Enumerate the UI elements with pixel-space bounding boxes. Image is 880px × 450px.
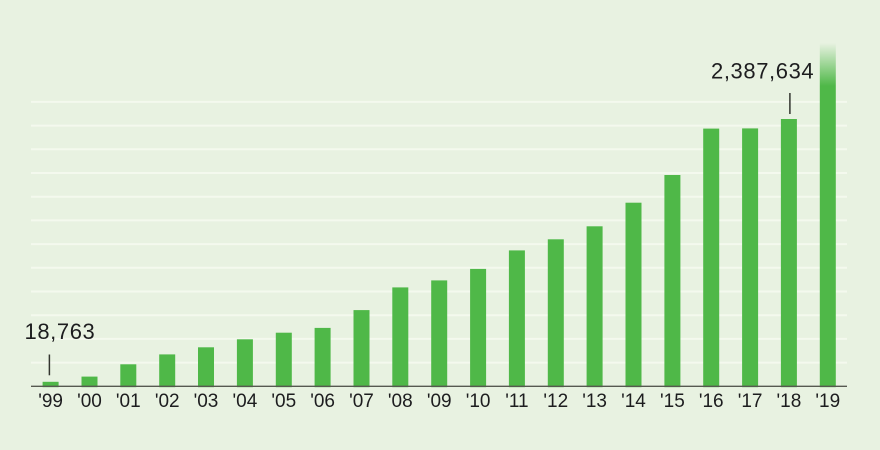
svg-text:'07: '07 <box>349 391 374 412</box>
svg-text:'05: '05 <box>271 391 296 412</box>
svg-text:'10: '10 <box>466 391 491 412</box>
svg-text:'02: '02 <box>155 391 180 412</box>
svg-text:'17: '17 <box>738 391 763 412</box>
svg-text:'12: '12 <box>543 391 568 412</box>
svg-text:'14: '14 <box>621 391 646 412</box>
svg-text:'04: '04 <box>233 391 258 412</box>
svg-text:'19: '19 <box>815 391 840 412</box>
svg-text:'16: '16 <box>699 391 724 412</box>
svg-text:'11: '11 <box>505 391 528 412</box>
svg-text:'13: '13 <box>582 391 607 412</box>
svg-text:'01: '01 <box>116 391 141 412</box>
svg-text:'06: '06 <box>310 391 335 412</box>
svg-text:'09: '09 <box>427 391 452 412</box>
svg-text:'15: '15 <box>660 391 685 412</box>
svg-text:'03: '03 <box>194 391 219 412</box>
svg-text:18,763: 18,763 <box>25 319 96 344</box>
svg-text:'18: '18 <box>777 391 802 412</box>
svg-text:2,387,634: 2,387,634 <box>711 59 814 84</box>
svg-text:'00: '00 <box>77 391 102 412</box>
svg-text:'99: '99 <box>38 391 63 412</box>
svg-text:'08: '08 <box>388 391 413 412</box>
